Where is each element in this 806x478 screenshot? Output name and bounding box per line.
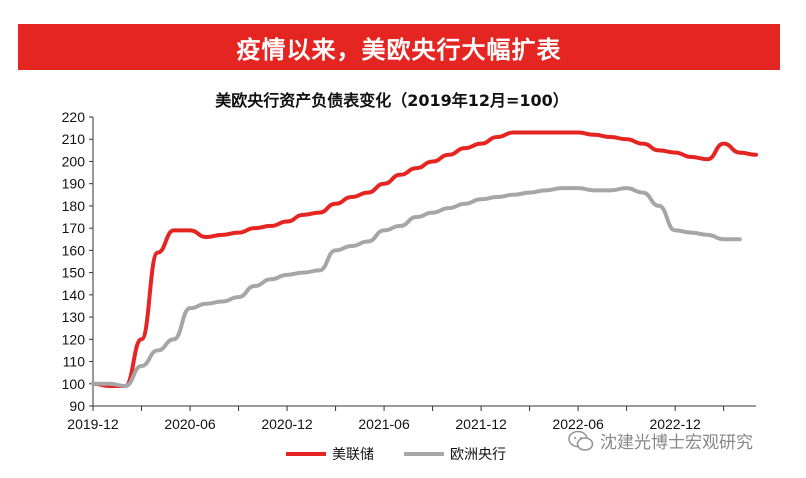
y-tick-label: 180 [62, 198, 86, 214]
axes-group: 90 100 110 120 130 140 150 160 170 180 190 200 210 22… [62, 109, 756, 432]
y-tick-label: 120 [62, 331, 86, 347]
x-tick-label: 2021-06 [358, 416, 410, 432]
y-tick-label: 190 [62, 176, 86, 192]
y-tick-label: 210 [62, 131, 86, 147]
series-layer [91, 130, 758, 388]
y-tick-label: 150 [62, 265, 86, 281]
series-line-ecb [91, 186, 742, 388]
x-tick-label: 2019-12 [67, 416, 119, 432]
y-tick-label: 220 [62, 109, 86, 125]
y-tick-label: 90 [69, 398, 85, 414]
y-tick-label: 100 [62, 376, 86, 392]
x-tick-label: 2020-06 [164, 416, 216, 432]
chart-title: 美欧央行资产负债表变化（2019年12月=100） [215, 91, 569, 110]
y-tick-label: 170 [62, 220, 86, 236]
title-banner: 疫情以来，美欧央行大幅扩表 [18, 24, 780, 70]
legend-label-fed: 美联储 [332, 447, 374, 463]
wechat-icon [568, 430, 594, 451]
y-tick-label: 130 [62, 309, 86, 325]
x-tick-label: 2020-12 [261, 416, 313, 432]
series-line-fed [91, 130, 758, 388]
watermark: 沈建光博士宏观研究 [568, 428, 753, 453]
x-tick-label: 2022-12 [649, 416, 701, 432]
legend-label-ecb: 欧洲央行 [450, 447, 506, 463]
y-tick-label: 200 [62, 153, 86, 169]
y-tick-label: 160 [62, 242, 86, 258]
x-tick-label: 2021-12 [455, 416, 507, 432]
y-tick-label: 110 [63, 354, 86, 370]
legend: 美联储 欧洲央行 [286, 447, 506, 463]
x-tick-label: 2022-06 [552, 416, 604, 432]
y-tick-label: 140 [62, 287, 86, 303]
banner-title: 疫情以来，美欧央行大幅扩表 [236, 35, 562, 64]
watermark-text: 沈建光博士宏观研究 [600, 433, 753, 453]
